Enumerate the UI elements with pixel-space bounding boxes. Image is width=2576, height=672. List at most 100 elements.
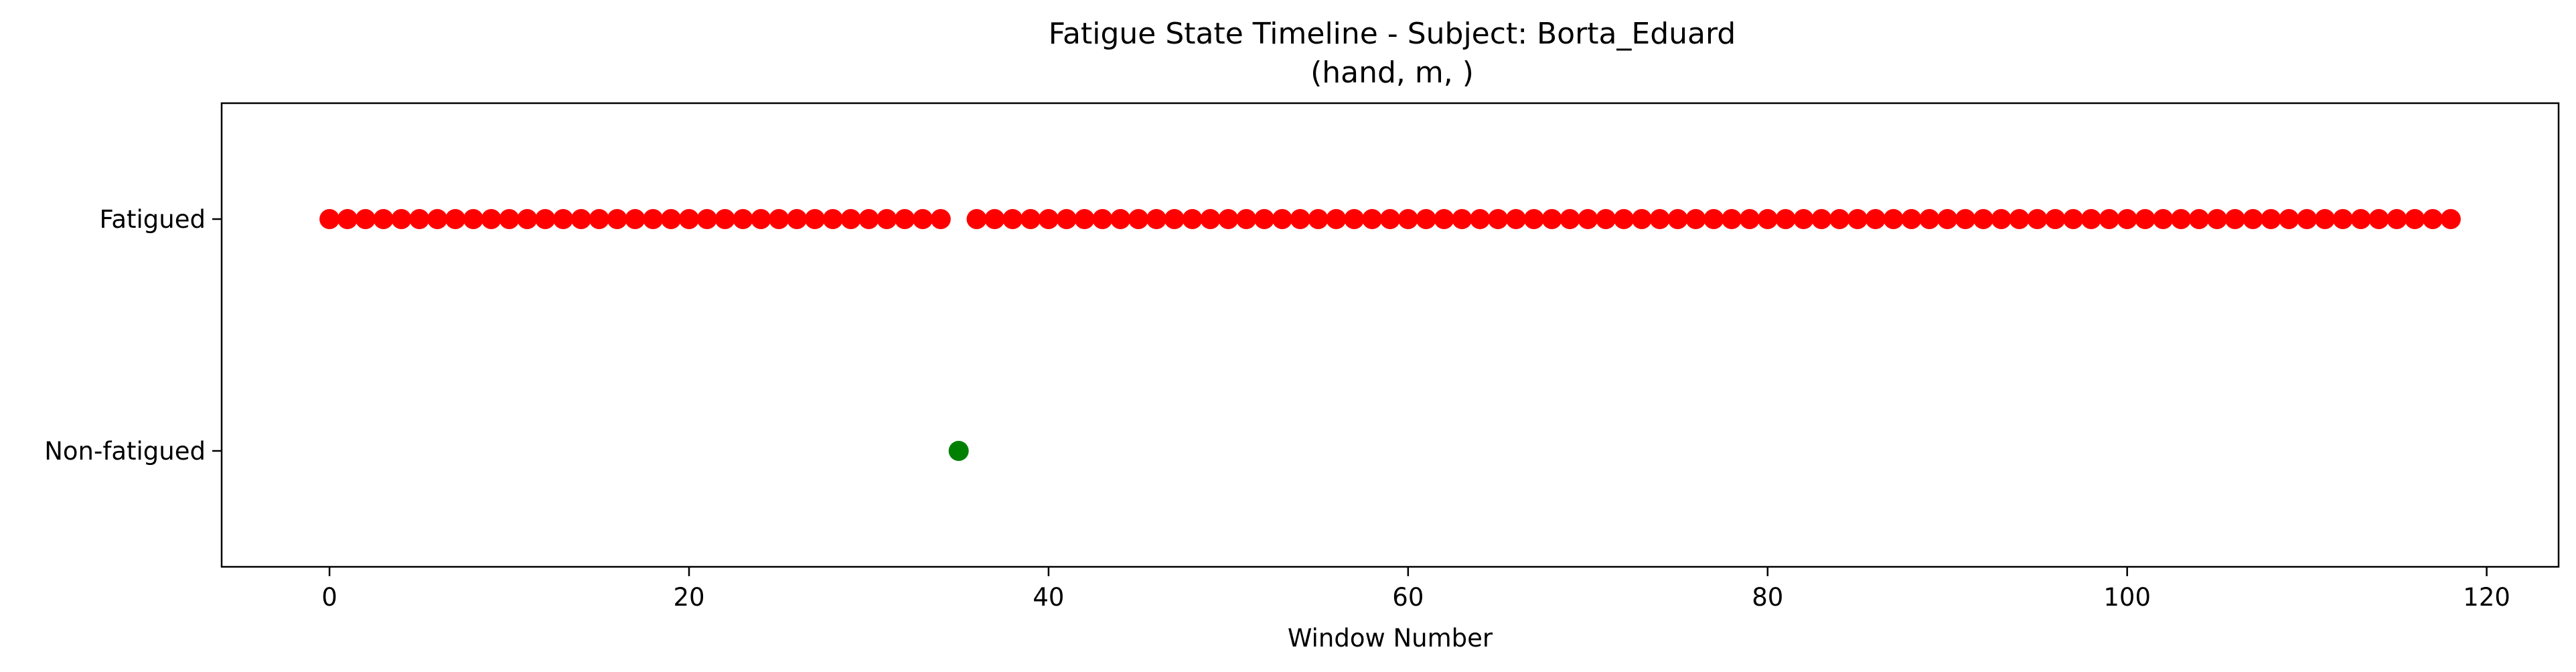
fatigued-point [895, 209, 915, 229]
fatigued-point [1757, 209, 1778, 229]
fatigued-point [913, 209, 933, 229]
fatigued-point [984, 209, 1005, 229]
fatigued-point [625, 209, 646, 229]
fatigued-point [1811, 209, 1832, 229]
fatigued-point [1523, 209, 1544, 229]
fatigued-point [1596, 209, 1616, 229]
fatigued-point [535, 209, 556, 229]
fatigued-point [589, 209, 609, 229]
fatigued-point [1416, 209, 1436, 229]
fatigued-point [2206, 209, 2227, 229]
fatigued-point [1380, 209, 1400, 229]
fatigued-point [2135, 209, 2155, 229]
fatigued-point [553, 209, 574, 229]
fatigued-point [1775, 209, 1796, 229]
fatigued-point [1614, 209, 1634, 229]
fatigued-point [499, 209, 520, 229]
fatigued-point [2423, 209, 2443, 229]
fatigued-point [2171, 209, 2192, 229]
fatigued-point [1578, 209, 1598, 229]
fatigued-point [1074, 209, 1095, 229]
fatigued-point [1739, 209, 1760, 229]
fatigued-point [1290, 209, 1310, 229]
fatigued-point [1434, 209, 1454, 229]
fatigued-point [1200, 209, 1221, 229]
x-tick-label: 60 [1392, 583, 1424, 612]
fatigued-point [1973, 209, 1993, 229]
fatigued-point [679, 209, 699, 229]
fatigued-point [1865, 209, 1886, 229]
fatigued-point [1793, 209, 1814, 229]
fatigued-point [1056, 209, 1077, 229]
fatigued-point [1362, 209, 1383, 229]
fatigued-point [822, 209, 843, 229]
fatigued-point [1470, 209, 1491, 229]
fatigued-point [787, 209, 808, 229]
fatigued-point [804, 209, 825, 229]
fatigued-point [2027, 209, 2048, 229]
fatigued-point [355, 209, 376, 229]
fatigued-point [1488, 209, 1509, 229]
fatigued-point [1002, 209, 1023, 229]
fatigued-point [1146, 209, 1166, 229]
fatigued-point [2153, 209, 2174, 229]
fatigued-point [481, 209, 502, 229]
fatigued-point [2332, 209, 2353, 229]
fatigued-point [2440, 209, 2461, 229]
fatigued-point [1919, 209, 1940, 229]
fatigued-point [1344, 209, 1365, 229]
fatigued-point [2279, 209, 2299, 229]
fatigued-point [2386, 209, 2407, 229]
chart-title: Fatigue State Timeline - Subject: Borta_… [1049, 17, 1736, 51]
fatigued-point [391, 209, 412, 229]
fatigued-point [769, 209, 789, 229]
non-fatigued-point [948, 441, 969, 461]
data-points [319, 209, 2461, 461]
fatigued-point [1128, 209, 1149, 229]
x-tick-label: 20 [673, 583, 704, 612]
fatigued-point [966, 209, 987, 229]
fatigued-point [2297, 209, 2318, 229]
fatigued-point [1937, 209, 1958, 229]
fatigued-point [1560, 209, 1580, 229]
fatigued-point [571, 209, 591, 229]
fatigued-point [696, 209, 717, 229]
fatigued-point [2009, 209, 2030, 229]
x-tick-label: 80 [1752, 583, 1783, 612]
fatigued-point [643, 209, 664, 229]
fatigued-point [1308, 209, 1329, 229]
fatigued-point [1991, 209, 2012, 229]
x-tick-label: 120 [2463, 583, 2510, 612]
fatigued-point [1272, 209, 1292, 229]
fatigued-point [733, 209, 753, 229]
axis-ticks: 0 20 40 60 80 100 120 Non-fatigued Fatigued [44, 205, 2510, 612]
fatigued-point [2189, 209, 2210, 229]
fatigued-point [2117, 209, 2137, 229]
fatigued-point [1722, 209, 1742, 229]
fatigued-point [319, 209, 340, 229]
fatigued-point [1218, 209, 1239, 229]
fatigued-point [463, 209, 483, 229]
x-tick-label: 0 [321, 583, 337, 612]
fatigued-point [840, 209, 861, 229]
fatigued-point [409, 209, 430, 229]
fatigued-point [1505, 209, 1526, 229]
fatigued-point [1092, 209, 1113, 229]
x-tick-label: 40 [1033, 583, 1064, 612]
fatigued-point [661, 209, 682, 229]
fatigued-point [445, 209, 465, 229]
fatigued-point [427, 209, 448, 229]
fatigued-point [1236, 209, 1257, 229]
fatigued-point [1847, 209, 1868, 229]
chart-subtitle: (hand, m, ) [1310, 56, 1474, 90]
fatigued-point [1631, 209, 1652, 229]
fatigued-point [2224, 209, 2245, 229]
fatigued-point [2350, 209, 2371, 229]
fatigued-point [1955, 209, 1976, 229]
fatigued-point [2243, 209, 2263, 229]
x-tick-label: 100 [2103, 583, 2151, 612]
y-tick-label: Fatigued [99, 205, 206, 234]
fatigued-point [1901, 209, 1922, 229]
